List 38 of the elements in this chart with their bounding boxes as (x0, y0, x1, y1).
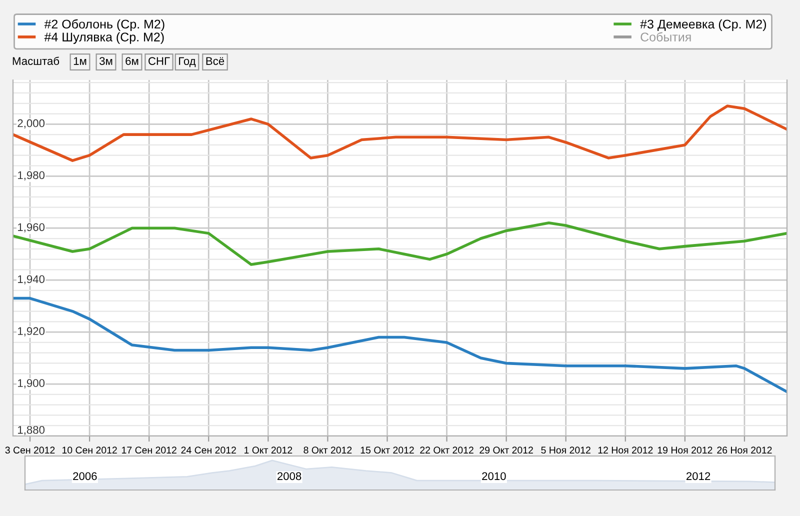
x-tick-label: 10 Сен 2012 (62, 446, 117, 454)
legend-label: #2 Оболонь (Ср. М2) (44, 19, 164, 32)
text: Год (179, 57, 196, 68)
text: Масштаб (12, 56, 60, 65)
line-series (13, 222, 787, 266)
x-tick-label: 8 Окт 2012 (304, 446, 352, 454)
y-tick-label: 2,000 (18, 119, 45, 128)
x-tick-label: 3 Сен 2012 (5, 446, 55, 454)
x-tick-label: 19 Ноя 2012 (658, 446, 712, 454)
text: 1м (74, 57, 86, 65)
line-series (13, 296, 787, 394)
x-tick-label: 2012 (686, 472, 710, 480)
x-tick-label: 5 Ноя 2012 (541, 446, 590, 454)
legend-label: События (640, 32, 691, 42)
x-tick-label: 22 Окт 2012 (420, 446, 474, 454)
x-tick-label: 24 Сен 2012 (181, 446, 236, 454)
x-tick-label: 17 Сен 2012 (122, 446, 176, 454)
x-tick-label: 2006 (73, 472, 97, 480)
y-tick-label: 1,920 (18, 327, 45, 336)
x-tick-label: 12 Ноя 2012 (598, 446, 653, 454)
x-tick-label: 29 Окт 2012 (480, 446, 533, 454)
x-tick-label: 1 Окт 2012 (244, 446, 292, 454)
y-tick-label: 1,940 (18, 275, 45, 284)
y-tick-label: 1,980 (18, 171, 45, 180)
text: Всё (206, 57, 224, 65)
text: СНГ (148, 57, 170, 65)
x-tick-label: 15 Окт 2012 (360, 446, 414, 454)
legend-label: #4 Шулявка (Ср. М2) (44, 32, 164, 44)
legend-label: #3 Демеевка (Ср. М2) (640, 19, 766, 32)
y-tick-label: 1,900 (18, 379, 45, 388)
y-tick-label: 1,960 (18, 223, 45, 232)
x-tick-label: 2010 (482, 472, 506, 480)
x-tick-label: 26 Ноя 2012 (717, 446, 772, 454)
y-tick-label: 1,880 (18, 426, 45, 436)
text: 6м (126, 57, 138, 65)
text: 3м (100, 57, 112, 65)
line-series (13, 104, 787, 162)
x-tick-label: 2008 (277, 472, 302, 480)
